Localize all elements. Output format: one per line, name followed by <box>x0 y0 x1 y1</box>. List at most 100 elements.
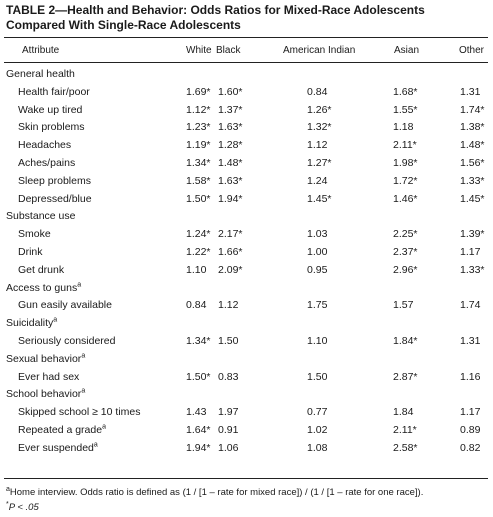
cell-value: 2.37* <box>393 246 418 258</box>
cell-value: 0.83 <box>218 370 239 383</box>
row-label: Depressed/blue <box>18 192 92 205</box>
cell-value: 1.45* <box>460 192 485 205</box>
cell-value: 1.00 <box>307 246 328 258</box>
cell-value: 1.24 <box>307 174 328 187</box>
cell-value: 2.09* <box>218 263 243 276</box>
cell-value: 0.84 <box>186 299 207 312</box>
row-label: Ever had sex <box>18 370 80 383</box>
cell-value: 1.17 <box>460 406 481 419</box>
footnote-mark: a <box>6 485 10 493</box>
cell-value: 1.50 <box>307 370 328 383</box>
cell-value: 1.31 <box>460 85 481 98</box>
cell-value: 1.27* <box>307 157 332 169</box>
cell-value: 1.46* <box>393 192 418 205</box>
cell-value: 0.82 <box>460 441 481 454</box>
cell-value: 1.23* <box>186 121 211 134</box>
cell-value: 2.17* <box>218 228 243 241</box>
bottom-rule <box>4 478 488 479</box>
cell-value: 1.33* <box>460 174 485 187</box>
section-label: School behaviora <box>6 387 86 401</box>
cell-value: 0.77 <box>307 406 328 419</box>
row-label: Health fair/poor <box>18 85 90 98</box>
table-title: TABLE 2—Health and Behavior: Odds Ratios… <box>6 3 425 32</box>
cell-value: 1.56* <box>460 157 485 169</box>
row-label: Smoke <box>18 228 51 241</box>
section-label: Substance use <box>6 210 76 223</box>
cell-value: 0.95 <box>307 263 328 276</box>
cell-value: 1.75 <box>307 299 328 312</box>
footnote-mark: a <box>81 387 86 395</box>
cell-value: 1.55* <box>393 103 418 116</box>
cell-value: 2.11* <box>393 139 417 152</box>
cell-value: 1.84* <box>393 335 418 347</box>
cell-value: 1.16 <box>460 370 481 383</box>
row-label: Get drunk <box>18 263 65 276</box>
footnote-mark: a <box>102 423 106 431</box>
cell-value: 2.25* <box>393 228 418 241</box>
cell-value: 1.74* <box>460 103 485 116</box>
footnote-mark: a <box>81 352 86 360</box>
cell-value: 1.66* <box>218 246 243 258</box>
row-label: Skipped school ≥ 10 times <box>18 406 141 419</box>
column-header: Asian <box>394 45 420 56</box>
row-label: Wake up tired <box>18 103 83 116</box>
row-label: Seriously considered <box>18 335 116 347</box>
cell-value: 1.63* <box>218 121 243 134</box>
cell-value: 1.12 <box>218 299 239 312</box>
row-label: Headaches <box>18 139 72 152</box>
section-label: Sexual behaviora <box>6 352 86 365</box>
cell-value: 0.91 <box>218 424 239 436</box>
cell-value: 1.34* <box>186 157 211 169</box>
cell-value: 1.12* <box>186 103 211 116</box>
cell-value: 1.19* <box>186 139 211 152</box>
cell-value: 1.48* <box>460 139 485 152</box>
cell-value: 1.94* <box>186 441 211 454</box>
row-label: Ever suspendeda <box>18 441 98 454</box>
cell-value: 1.38* <box>460 121 485 134</box>
cell-value: 1.58* <box>186 174 211 187</box>
cell-value: 1.45* <box>307 192 332 205</box>
section-label: General health <box>6 68 75 80</box>
section-label: Access to gunsa <box>6 281 82 294</box>
cell-value: 1.97 <box>218 406 239 419</box>
column-header: American Indian <box>283 45 356 56</box>
cell-value: 1.50* <box>186 370 211 383</box>
footnote-mark: a <box>53 316 58 324</box>
cell-value: 1.31 <box>460 335 481 347</box>
cell-value: 1.69* <box>186 85 211 98</box>
row-label: Skin problems <box>18 121 85 134</box>
cell-value: 1.22* <box>186 246 211 258</box>
cell-value: 2.11* <box>393 424 417 436</box>
cell-value: 1.26* <box>307 103 332 116</box>
row-label: Repeated a gradea <box>18 423 106 437</box>
cell-value: 1.60* <box>218 85 243 98</box>
footnote: aHome interview. Odds ratio is defined a… <box>6 486 423 500</box>
cell-value: 1.64* <box>186 424 211 436</box>
cell-value: 2.96* <box>393 263 418 276</box>
cell-value: 1.06 <box>218 441 239 454</box>
cell-value: 1.68* <box>393 85 418 98</box>
cell-value: 1.18 <box>393 121 414 134</box>
cell-value: 1.08 <box>307 441 328 454</box>
column-header: White <box>186 45 212 56</box>
footnote: *P < .05 <box>6 501 39 515</box>
cell-value: 1.24* <box>186 228 211 241</box>
row-label: Aches/pains <box>18 157 76 169</box>
cell-value: 1.10 <box>307 335 328 347</box>
footnote-text: P < .05 <box>8 502 39 513</box>
cell-value: 2.58* <box>393 441 418 454</box>
row-label: Sleep problems <box>18 174 91 187</box>
section-label: Suicidalitya <box>6 316 58 330</box>
cell-value: 1.33* <box>460 263 485 276</box>
footnote-mark: * <box>6 500 9 508</box>
cell-value: 1.98* <box>393 157 418 169</box>
cell-value: 1.50 <box>218 335 239 347</box>
cell-value: 1.12 <box>307 139 328 152</box>
cell-value: 1.48* <box>218 157 243 169</box>
footnote-mark: a <box>77 281 82 289</box>
column-header: Attribute <box>22 45 60 56</box>
cell-value: 2.87* <box>393 370 418 383</box>
cell-value: 1.03 <box>307 228 328 241</box>
cell-value: 0.84 <box>307 85 328 98</box>
